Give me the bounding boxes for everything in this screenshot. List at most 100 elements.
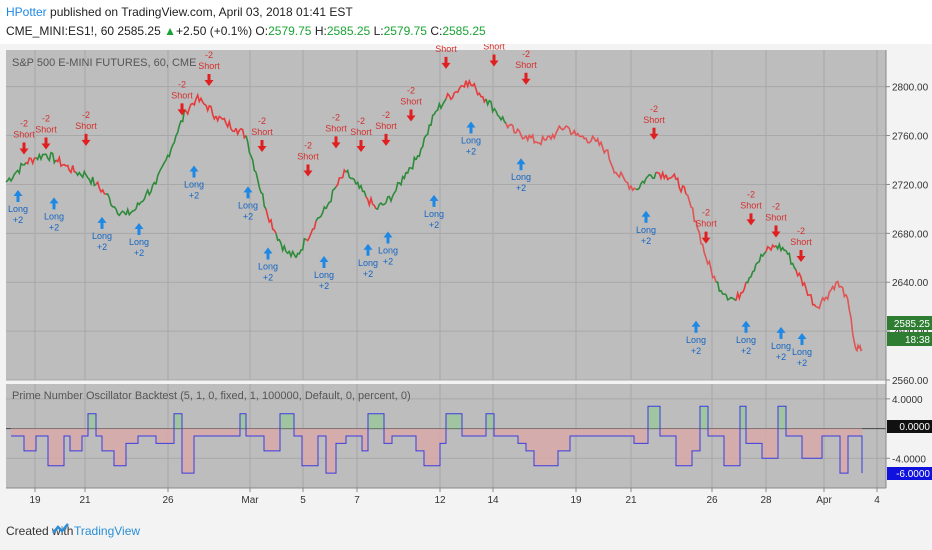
author-link[interactable]: HPotter — [6, 5, 47, 19]
long-signal-30[interactable]: Long+2 — [461, 121, 481, 157]
long-signal-22[interactable]: Long+2 — [129, 223, 149, 258]
price-segment-57 — [575, 132, 587, 140]
oscillator-fill-54 — [392, 428, 400, 436]
main-pane[interactable] — [6, 50, 886, 380]
long-text-label: Long — [736, 335, 756, 345]
price-segment-26 — [265, 208, 277, 234]
oscillator-fill-84 — [660, 428, 668, 436]
short-arrow-icon — [746, 213, 756, 226]
oscillator-fill-97 — [762, 428, 770, 459]
price-segment-32 — [325, 186, 337, 210]
short-text-label: Short — [515, 60, 537, 70]
long-signal-32[interactable]: Long+2 — [636, 210, 656, 246]
oscillator-fill-35 — [246, 428, 252, 436]
long-amount-label: +2 — [13, 215, 23, 225]
indicator-axis[interactable]: 4.0000 -4.0000 — [886, 395, 926, 465]
price-segment-36 — [365, 195, 377, 210]
oscillator-fill-7 — [56, 428, 64, 466]
short-text-label: Short — [400, 96, 422, 106]
price-segment-58 — [585, 134, 597, 144]
oscillator-fill-99 — [778, 406, 786, 429]
oscillator-fill-20 — [132, 428, 138, 444]
long-signal-36[interactable]: Long+2 — [792, 333, 812, 368]
long-signal-26[interactable]: Long+2 — [314, 256, 334, 291]
time-tick-label-0: 19 — [29, 495, 41, 506]
short-arrow-icon — [356, 140, 366, 152]
long-signal-27[interactable]: Long+2 — [358, 243, 378, 279]
chart-area[interactable]: -2Short-2Short-2Short-2Short-2Short-2Sho… — [0, 44, 932, 512]
long-text-label: Long — [686, 335, 706, 345]
long-signal-19[interactable]: Long+2 — [8, 190, 28, 225]
long-amount-label: +2 — [641, 236, 651, 246]
price-segment-20 — [205, 104, 217, 121]
oscillator-fill-98 — [770, 428, 778, 459]
price-segment-65 — [655, 169, 667, 181]
long-signal-23[interactable]: Long+2 — [184, 165, 204, 201]
time-axis[interactable]: 19 21 26 Mar 5 7 12 14 19 21 26 28 Apr 4 — [29, 488, 880, 506]
oscillator-fill-94 — [740, 406, 746, 429]
long-signal-29[interactable]: Long+2 — [424, 194, 444, 230]
time-tick-label-6: 12 — [434, 495, 446, 506]
short-amount-label: -2 — [205, 50, 213, 60]
tradingview-brand[interactable]: TradingView — [74, 524, 141, 538]
oscillator-fill-2 — [24, 428, 30, 451]
oscillator-fill-60 — [440, 428, 446, 444]
oscillator-fill-26 — [182, 428, 188, 474]
short-amount-label: -2 — [258, 116, 266, 126]
oscillator-fill-68 — [502, 428, 510, 436]
short-amount-label: -2 — [650, 104, 658, 114]
oscillator-fill-17 — [114, 428, 120, 466]
short-arrow-icon — [303, 164, 313, 177]
price-segment-34 — [345, 168, 357, 185]
price-segment-49 — [495, 110, 507, 124]
oscillator-fill-13 — [92, 413, 96, 429]
price-tick-label-6: 2560.00 — [892, 376, 929, 387]
long-signal-24[interactable]: Long+2 — [238, 186, 258, 221]
short-amount-label: -2 — [304, 140, 312, 150]
time-tick-label-10: 26 — [706, 495, 718, 506]
oscillator-fill-51 — [368, 413, 376, 429]
long-text-label: Long — [238, 200, 258, 210]
short-amount-label: -2 — [407, 85, 415, 95]
time-tick-label-3: Mar — [241, 495, 259, 506]
long-signal-31[interactable]: Long+2 — [511, 158, 531, 193]
long-signal-21[interactable]: Long+2 — [92, 216, 112, 252]
oscillator-fill-106 — [840, 428, 848, 474]
price-segment-11 — [115, 208, 127, 217]
oscillator-fill-36 — [252, 428, 258, 436]
price-segment-69 — [695, 220, 707, 259]
long-signal-28[interactable]: Long+2 — [378, 231, 398, 267]
long-text-label: Long — [8, 204, 28, 214]
oscillator-fill-67 — [494, 428, 502, 436]
long-signal-33[interactable]: Long+2 — [686, 320, 706, 356]
long-signal-25[interactable]: Long+2 — [258, 247, 278, 282]
long-text-label: Long — [92, 231, 112, 241]
oscillator-fill-23 — [156, 428, 166, 444]
oscillator-fill-8 — [64, 428, 70, 436]
long-signal-20[interactable]: Long+2 — [44, 197, 64, 232]
oscillator-fill-27 — [188, 428, 194, 474]
long-signal-35[interactable]: Long+2 — [771, 326, 791, 362]
long-signal-34[interactable]: Long+2 — [736, 320, 756, 356]
main-pane-title: S&P 500 E-MINI FUTURES, 60, CME — [12, 57, 196, 69]
short-amount-label: -2 — [747, 189, 755, 199]
